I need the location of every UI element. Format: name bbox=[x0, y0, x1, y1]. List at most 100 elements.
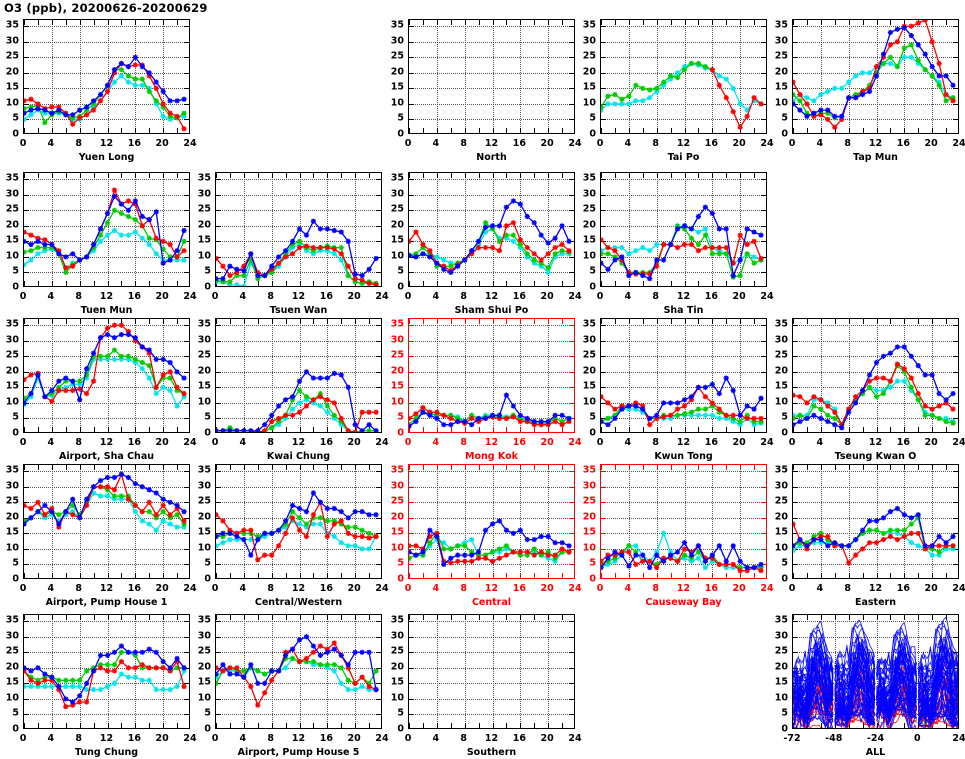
x-tick-label: 24 bbox=[183, 138, 197, 149]
y-tick bbox=[409, 88, 414, 90]
x-tick bbox=[24, 281, 25, 286]
x-tick-label: 12 bbox=[484, 733, 499, 744]
y-tick-label: 20 bbox=[582, 365, 596, 377]
y-tick bbox=[24, 272, 29, 274]
y-tick-label: 20 bbox=[197, 511, 211, 523]
x-tick bbox=[820, 723, 822, 728]
y-tick bbox=[216, 194, 221, 196]
y-tick-label: 15 bbox=[582, 81, 596, 93]
x-tick bbox=[369, 615, 371, 620]
gridline-h bbox=[24, 387, 189, 389]
gridline-h bbox=[601, 402, 766, 404]
x-tick bbox=[464, 173, 466, 178]
panel-caption: Tai Po bbox=[667, 152, 700, 163]
x-tick bbox=[754, 319, 756, 324]
y-tick bbox=[761, 210, 766, 212]
y-tick-label: 15 bbox=[390, 676, 404, 688]
y-tick bbox=[216, 621, 221, 623]
y-tick-label: 5 bbox=[397, 265, 404, 277]
gridline-h bbox=[793, 41, 958, 43]
y-tick-label: 0 bbox=[589, 281, 596, 293]
x-tick bbox=[149, 128, 151, 133]
x-tick-label: 16 bbox=[512, 291, 526, 302]
y-tick bbox=[24, 26, 29, 28]
x-tick bbox=[216, 319, 217, 324]
x-tick bbox=[257, 319, 259, 324]
gridline-h bbox=[793, 88, 958, 90]
plot-area bbox=[600, 19, 767, 134]
y-tick bbox=[184, 402, 189, 404]
panel-tsuen-wan: 0 5 10 15 20 25 30 35 0 4 8 12 16 20 24 Tsuen Wan bbox=[198, 172, 389, 317]
x-tick bbox=[904, 128, 906, 133]
y-tick-label: 15 bbox=[774, 380, 788, 392]
x-tick bbox=[534, 281, 536, 286]
x-tick bbox=[341, 723, 343, 728]
page-title: O3 (ppb), 20200626-20200629 bbox=[4, 1, 208, 15]
x-tick-label: 8 bbox=[460, 291, 467, 302]
y-tick bbox=[24, 387, 29, 389]
series-cyan bbox=[793, 54, 956, 104]
panel-caption: Tung Chung bbox=[74, 747, 139, 758]
x-tick bbox=[890, 20, 892, 25]
x-tick-label: -72 bbox=[783, 733, 801, 744]
x-tick bbox=[642, 319, 644, 324]
y-tick-label: 15 bbox=[774, 676, 788, 688]
y-tick-label: 15 bbox=[5, 676, 19, 688]
y-tick bbox=[761, 179, 766, 181]
x-tick bbox=[341, 173, 343, 178]
y-tick bbox=[184, 533, 189, 535]
x-tick bbox=[478, 573, 480, 578]
gridline-h bbox=[601, 418, 766, 420]
panel-caption: Central/Western bbox=[254, 597, 343, 608]
y-tick bbox=[601, 356, 606, 358]
y-tick-label: 10 bbox=[582, 97, 596, 109]
x-tick bbox=[107, 723, 109, 728]
x-tick-label: 24 bbox=[568, 291, 582, 302]
x-tick bbox=[51, 465, 53, 470]
x-tick bbox=[93, 427, 95, 432]
y-tick-label: 15 bbox=[582, 234, 596, 246]
gridline-h bbox=[601, 103, 766, 105]
x-tick bbox=[904, 20, 906, 25]
x-tick bbox=[876, 573, 878, 578]
y-tick-label: 10 bbox=[582, 396, 596, 408]
y-tick-label: 35 bbox=[197, 614, 211, 626]
x-tick bbox=[848, 615, 850, 620]
panel-airport-pump-house-5: 0 5 10 15 20 25 30 35 0 4 8 12 16 20 24 Airport, Pump H… bbox=[198, 614, 389, 759]
x-tick bbox=[848, 427, 850, 432]
y-tick bbox=[184, 517, 189, 519]
gridline-h bbox=[216, 272, 381, 274]
x-tick bbox=[450, 573, 452, 578]
x-tick-label: 16 bbox=[896, 138, 910, 149]
y-tick bbox=[761, 517, 766, 519]
x-tick bbox=[299, 281, 301, 286]
panel-caption: Tuen Mun bbox=[80, 305, 133, 316]
x-tick-label: 20 bbox=[540, 291, 554, 302]
data-series-layer bbox=[601, 60, 764, 130]
y-tick bbox=[409, 667, 414, 669]
x-tick bbox=[177, 427, 179, 432]
y-tick-label: 20 bbox=[390, 511, 404, 523]
x-tick bbox=[932, 615, 934, 620]
x-tick bbox=[450, 128, 452, 133]
y-tick-label: 35 bbox=[582, 318, 596, 330]
x-tick bbox=[450, 465, 452, 470]
panel-tung-chung: 0 5 10 15 20 25 30 35 0 4 8 12 16 20 24 Tung Chung bbox=[6, 614, 197, 759]
y-tick-label: 0 bbox=[781, 128, 788, 140]
gridline-h bbox=[409, 210, 574, 212]
y-tick bbox=[184, 57, 189, 59]
gridline-h bbox=[24, 714, 189, 716]
y-tick bbox=[184, 194, 189, 196]
y-tick-label: 0 bbox=[589, 427, 596, 439]
x-tick bbox=[37, 615, 39, 620]
x-tick bbox=[793, 20, 794, 25]
panel-caption: Yuen Long bbox=[78, 152, 135, 163]
gridline-v bbox=[79, 615, 81, 728]
panel-mong-kok: 0 5 10 15 20 25 30 35 0 4 8 12 16 20 24 Mong Kok bbox=[391, 318, 582, 463]
x-tick bbox=[601, 465, 602, 470]
x-tick bbox=[656, 128, 658, 133]
gridline-h bbox=[216, 714, 381, 716]
y-tick bbox=[761, 356, 766, 358]
y-tick bbox=[376, 548, 381, 550]
gridline-v bbox=[548, 319, 550, 432]
